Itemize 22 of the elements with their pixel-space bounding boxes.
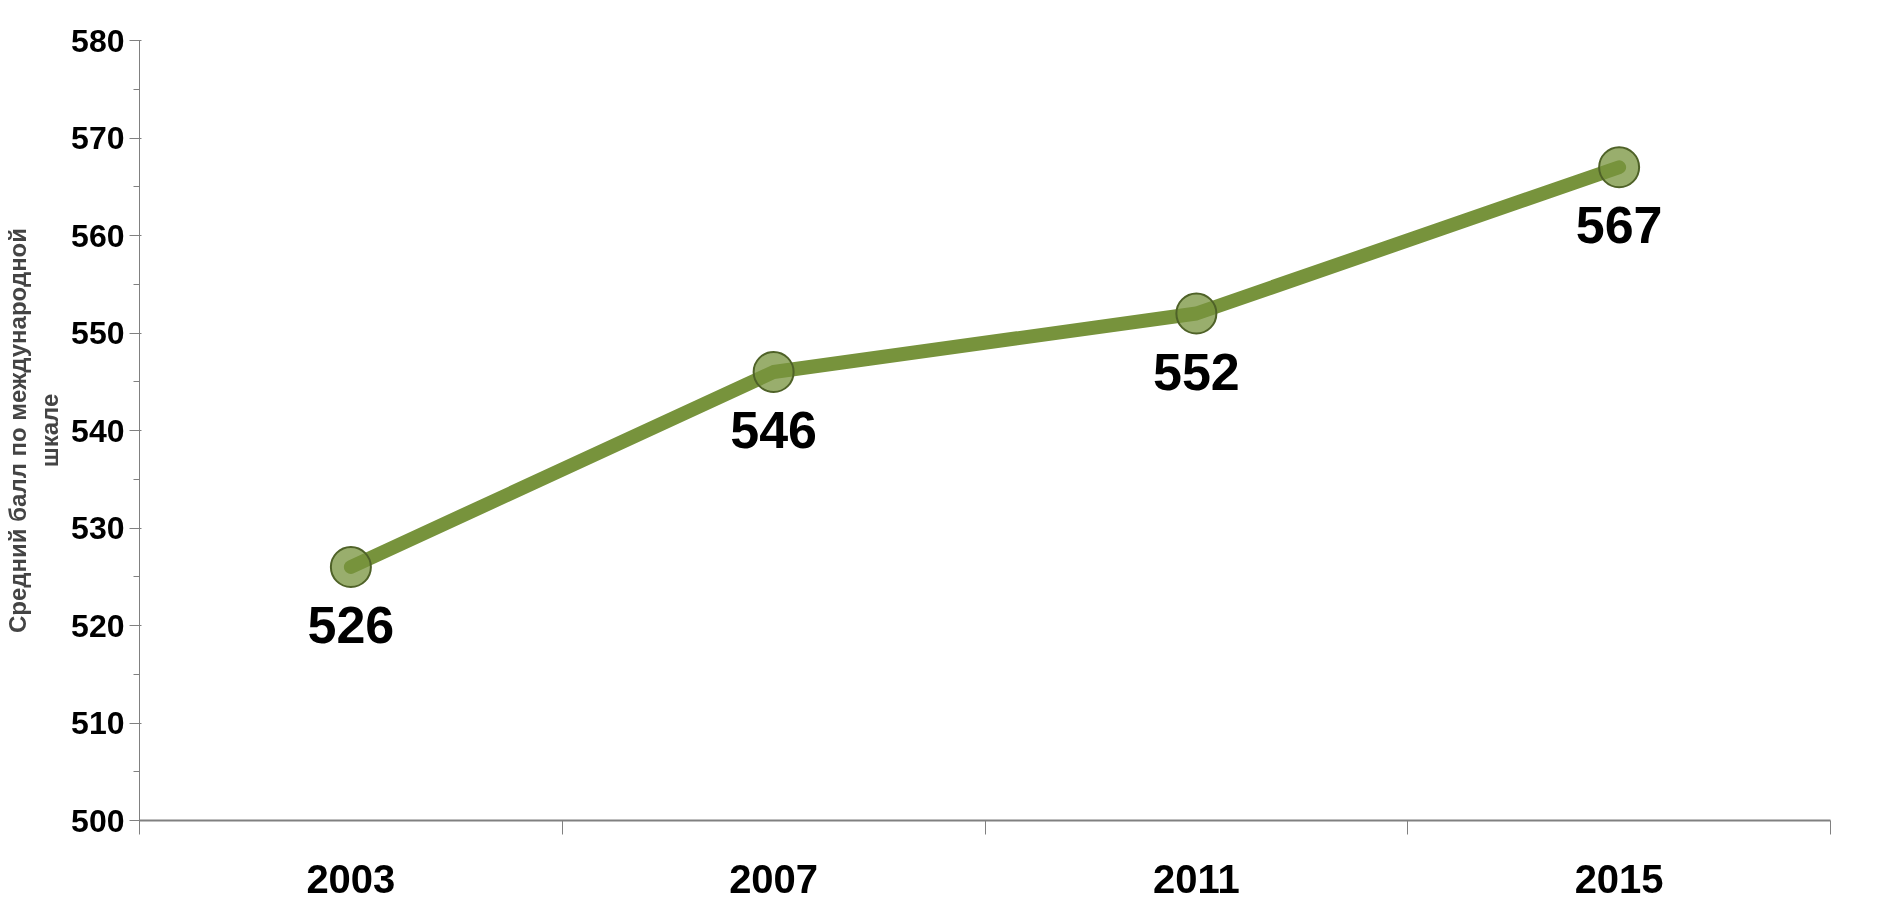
data-label: 526 xyxy=(307,596,395,654)
y-tick-label: 530 xyxy=(71,510,125,546)
point xyxy=(329,546,372,588)
y-tick-label: 520 xyxy=(71,607,125,644)
y-tick-label: 550 xyxy=(71,315,125,351)
y-tick-label: 580 xyxy=(71,22,125,59)
x-tick-label: 2007 xyxy=(729,856,819,901)
data-label: 567 xyxy=(1575,196,1663,255)
y-tick-label: 500 xyxy=(71,802,125,839)
y-axis-title: Средний балл по международной шкале xyxy=(3,227,64,634)
point xyxy=(752,351,795,393)
data-label: 552 xyxy=(1153,342,1240,401)
y-tick-label: 510 xyxy=(71,705,125,741)
y-tick-label: 540 xyxy=(71,412,125,449)
x-tick-label: 2003 xyxy=(306,856,396,901)
y-tick-label: 560 xyxy=(71,217,125,254)
x-tick-label: 2015 xyxy=(1574,856,1664,901)
point xyxy=(1175,292,1218,335)
data-label: 546 xyxy=(730,401,818,459)
x-tick-label: 2011 xyxy=(1152,856,1240,901)
y-tick-label: 570 xyxy=(71,120,125,156)
point xyxy=(1598,146,1641,189)
